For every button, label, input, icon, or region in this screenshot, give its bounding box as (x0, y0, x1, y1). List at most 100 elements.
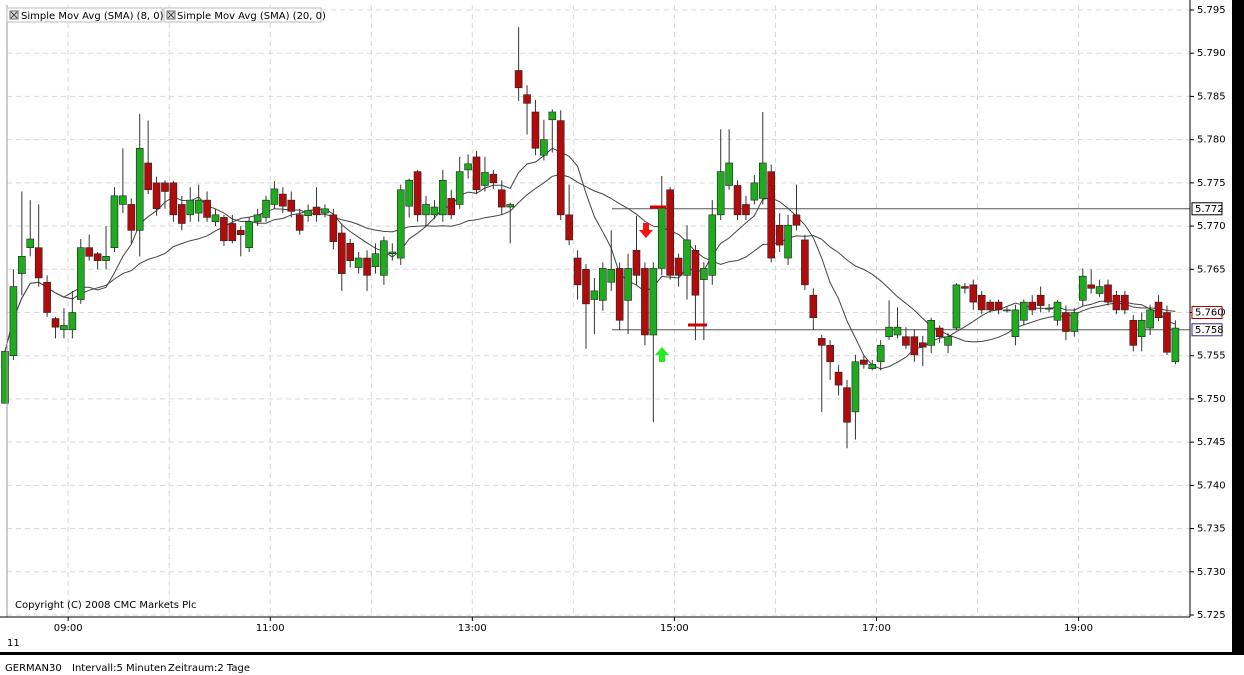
candle-body (270, 188, 279, 205)
candle-body (110, 195, 119, 248)
candle-body (674, 257, 683, 276)
x-axis-date: 11 (7, 638, 20, 649)
y-tick-label: 5.790 (1197, 48, 1226, 59)
y-tick-label: 5.765 (1197, 264, 1226, 275)
candle-body (607, 268, 616, 283)
candle-body (295, 214, 304, 231)
candle-body (548, 111, 557, 121)
candle-body (9, 286, 18, 357)
moving-average-line (4, 173, 1176, 352)
candle-body (26, 238, 35, 248)
legend-entry[interactable]: Simple Mov Avg (SMA) (20, 0) (177, 11, 326, 22)
y-tick-label: 5.755 (1197, 351, 1226, 362)
candle-body (784, 224, 792, 259)
candle-body (1171, 327, 1180, 363)
candle-body (531, 111, 540, 149)
window-edge (1232, 0, 1244, 655)
candle-body (885, 326, 893, 338)
grid (7, 5, 1190, 617)
candle-body (489, 173, 498, 184)
y-tick-label: 5.725 (1197, 610, 1226, 621)
y-tick-label: 5.775 (1197, 178, 1226, 189)
candle-body (186, 199, 195, 216)
candle-body (582, 268, 590, 305)
candle-body (337, 232, 346, 274)
candle-body (826, 345, 834, 363)
candle-body (1154, 301, 1163, 318)
candle-body (481, 172, 489, 186)
candle-body (304, 210, 312, 216)
legend-box (163, 7, 322, 23)
candle-body (413, 171, 422, 216)
candle-body (194, 199, 203, 214)
candle-body (245, 221, 253, 248)
candle-body (396, 189, 405, 259)
candle-body (93, 253, 102, 261)
candle-body (405, 179, 413, 207)
candle-body (388, 251, 397, 255)
candle-body (51, 318, 60, 328)
candle-body (119, 195, 127, 205)
candle-body (792, 214, 801, 226)
x-tick-label: 15:00 (660, 623, 689, 634)
candle-body (649, 268, 658, 336)
candle-body (902, 336, 910, 346)
candle-body (599, 268, 607, 301)
price-marker-box (1191, 306, 1223, 319)
candle-body (329, 214, 338, 242)
candle-body (203, 199, 211, 218)
candle-body (556, 120, 565, 216)
candle-body (876, 345, 885, 363)
candle-body (1087, 284, 1095, 289)
candle-body (1112, 294, 1121, 311)
x-tick-label: 13:00 (458, 623, 487, 634)
price-marker-box (1191, 202, 1223, 216)
candle-body (144, 162, 152, 191)
candle-body (321, 208, 329, 214)
candle-body (1020, 301, 1028, 321)
candle-body (1036, 294, 1045, 306)
candle-body (540, 139, 548, 156)
candle-body (169, 182, 178, 216)
axes: 5.725 5.730 5.735 5.740 5.745 5.750 5.755 5.760… (54, 5, 1226, 634)
candle-body (68, 312, 77, 331)
candle-body (851, 361, 860, 413)
legend-checkbox-mark (10, 11, 18, 19)
candle-body (767, 171, 776, 259)
legend-checkbox-mark (167, 11, 175, 19)
candle-body (236, 230, 245, 236)
footer-range: Zeitraum:2 Tage (168, 663, 250, 674)
copyright: Copyright (C) 2008 CMC Markets Plc (15, 600, 196, 611)
signal-markers (639, 205, 707, 362)
candle-body (34, 247, 43, 279)
candle-body (1028, 301, 1037, 311)
candle-body (716, 171, 725, 216)
candle-body (961, 286, 969, 289)
candle-body (952, 284, 961, 329)
candle-body (817, 338, 826, 346)
candle-body (85, 247, 93, 257)
candle-body (809, 294, 818, 318)
price-marker-label: 5.772 (1195, 204, 1224, 215)
price-marker-label: 5.758 (1195, 325, 1224, 336)
candle-body (363, 257, 371, 276)
candle-body (893, 326, 902, 336)
candle-body (1163, 312, 1171, 353)
candle-body (1045, 307, 1053, 310)
candle-body (472, 156, 481, 191)
candle-body (691, 249, 700, 296)
candle-body (860, 359, 868, 365)
candles (1, 27, 1180, 449)
y-tick-label: 5.745 (1197, 437, 1226, 448)
candle-body (43, 281, 51, 313)
candle-body (733, 185, 742, 216)
candle-body (127, 204, 136, 231)
candle-body (439, 179, 447, 216)
price-marker-box (1191, 323, 1223, 337)
legend-entry[interactable]: Simple Mov Avg (SMA) (8, 0) (21, 11, 164, 22)
candle-body (683, 239, 691, 276)
candle-body (523, 94, 531, 104)
candle-body (944, 336, 952, 346)
